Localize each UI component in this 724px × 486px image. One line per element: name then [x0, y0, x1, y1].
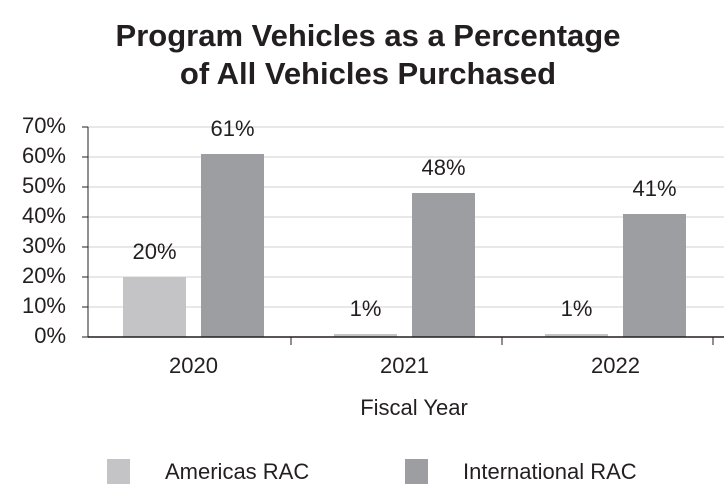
bar — [545, 334, 608, 337]
y-tick-label: 70% — [22, 113, 66, 138]
value-label: 1% — [350, 296, 382, 321]
y-tick-label: 20% — [22, 263, 66, 288]
bar — [623, 214, 686, 337]
x-axis-label: Fiscal Year — [360, 395, 468, 420]
bar — [412, 193, 475, 337]
x-tick-label: 2021 — [380, 353, 429, 378]
value-label: 61% — [210, 116, 254, 141]
value-label: 20% — [132, 239, 176, 264]
y-tick-label: 40% — [22, 203, 66, 228]
legend-label: Americas RAC — [165, 459, 309, 484]
legend-swatch — [107, 459, 130, 484]
legend-label: International RAC — [463, 459, 637, 484]
value-label: 41% — [632, 176, 676, 201]
bar — [123, 277, 186, 337]
value-label: 48% — [421, 155, 465, 180]
y-tick-label: 50% — [22, 173, 66, 198]
y-tick-label: 30% — [22, 233, 66, 258]
x-tick-label: 2022 — [591, 353, 640, 378]
bar — [201, 154, 264, 337]
y-tick-label: 10% — [22, 293, 66, 318]
value-label: 1% — [561, 296, 593, 321]
y-tick-label: 60% — [22, 143, 66, 168]
chart-title: Program Vehicles as a Percentage — [116, 18, 621, 53]
legend-swatch — [405, 459, 428, 484]
y-tick-label: 0% — [34, 323, 66, 348]
bar — [334, 334, 397, 337]
chart-title: of All Vehicles Purchased — [180, 56, 556, 91]
x-tick-label: 2020 — [169, 353, 218, 378]
